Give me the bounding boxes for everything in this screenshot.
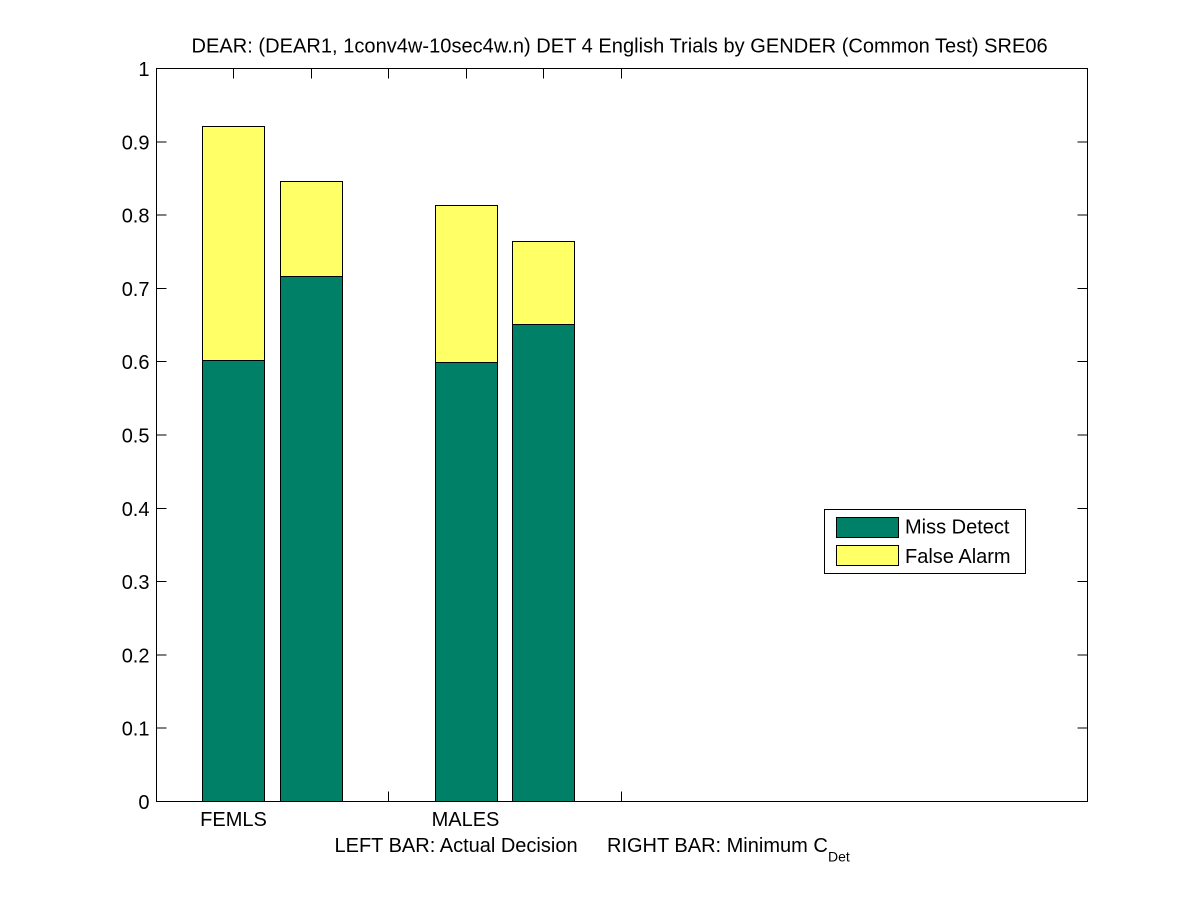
svg-text:0: 0 bbox=[138, 792, 149, 814]
svg-text:0.8: 0.8 bbox=[122, 206, 150, 228]
svg-text:Miss Detect: Miss Detect bbox=[905, 517, 1010, 539]
svg-text:0.5: 0.5 bbox=[122, 426, 150, 448]
svg-text:False Alarm: False Alarm bbox=[905, 546, 1011, 568]
svg-text:0.1: 0.1 bbox=[122, 719, 150, 741]
svg-text:LEFT BAR: Actual Decision: LEFT BAR: Actual Decision bbox=[335, 835, 578, 857]
svg-text:0.6: 0.6 bbox=[122, 352, 150, 374]
svg-text:MALES: MALES bbox=[432, 809, 500, 831]
svg-text:RIGHT BAR: Minimum C: RIGHT BAR: Minimum C bbox=[607, 835, 828, 857]
svg-text:0.7: 0.7 bbox=[122, 279, 150, 301]
svg-text:0.2: 0.2 bbox=[122, 645, 150, 667]
svg-text:FEMLS: FEMLS bbox=[200, 809, 267, 831]
svg-text:0.4: 0.4 bbox=[122, 499, 150, 521]
svg-text:DEAR: (DEAR1, 1conv4w-10sec4w.: DEAR: (DEAR1, 1conv4w-10sec4w.n) DET 4 E… bbox=[192, 36, 1048, 58]
svg-text:Det: Det bbox=[828, 849, 850, 865]
svg-text:0.9: 0.9 bbox=[122, 132, 150, 154]
svg-text:1: 1 bbox=[138, 59, 149, 81]
svg-text:0.3: 0.3 bbox=[122, 572, 150, 594]
